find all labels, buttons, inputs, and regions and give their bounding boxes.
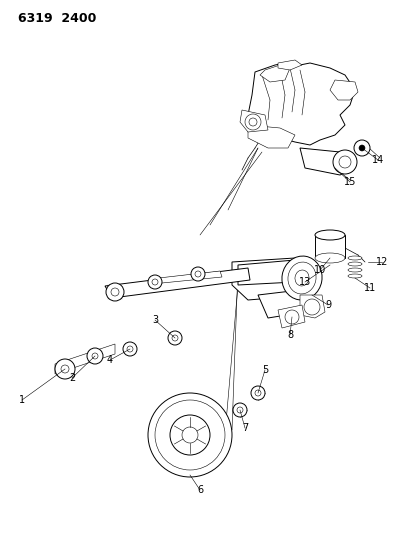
Polygon shape [248,125,295,148]
Ellipse shape [348,274,362,278]
Text: 12: 12 [376,257,388,267]
Circle shape [182,427,198,443]
Circle shape [304,299,320,315]
Polygon shape [258,290,305,318]
Circle shape [251,386,265,400]
Polygon shape [300,148,350,175]
Circle shape [170,415,210,455]
Text: 4: 4 [107,355,113,365]
Circle shape [148,393,232,477]
Circle shape [152,279,158,285]
Circle shape [354,140,370,156]
Polygon shape [248,63,355,145]
Circle shape [249,118,257,126]
Circle shape [237,407,243,413]
Circle shape [55,359,75,379]
Polygon shape [150,271,222,284]
Circle shape [172,335,178,341]
Circle shape [339,156,351,168]
Polygon shape [330,80,358,100]
Circle shape [127,346,133,352]
Circle shape [106,283,124,301]
Circle shape [87,348,103,364]
Polygon shape [240,110,268,132]
Text: 2: 2 [69,373,75,383]
Text: 10: 10 [314,265,326,275]
Ellipse shape [288,262,316,294]
Ellipse shape [348,262,362,266]
Text: 13: 13 [299,277,311,287]
Circle shape [195,271,201,277]
Circle shape [61,365,69,373]
Text: 14: 14 [372,155,384,165]
Ellipse shape [348,256,362,260]
Polygon shape [55,344,115,374]
Circle shape [92,353,98,359]
Circle shape [333,150,357,174]
Polygon shape [315,235,345,258]
Text: 8: 8 [287,330,293,340]
Ellipse shape [315,230,345,240]
Circle shape [285,310,299,324]
Text: 15: 15 [344,177,356,187]
Polygon shape [238,260,295,285]
Circle shape [155,400,225,470]
Text: 6319  2400: 6319 2400 [18,12,96,25]
Text: 11: 11 [364,283,376,293]
Polygon shape [232,258,318,300]
Text: 9: 9 [325,300,331,310]
Circle shape [359,145,365,151]
Circle shape [233,403,247,417]
Ellipse shape [315,253,345,263]
Circle shape [245,114,261,130]
Polygon shape [278,305,305,328]
Circle shape [148,275,162,289]
Polygon shape [300,295,325,318]
Text: 7: 7 [242,423,248,433]
Circle shape [111,288,119,296]
Text: 3: 3 [152,315,158,325]
Ellipse shape [295,270,309,286]
Circle shape [123,342,137,356]
Text: 5: 5 [262,365,268,375]
Polygon shape [260,65,290,82]
Circle shape [191,267,205,281]
Text: 1: 1 [19,395,25,405]
Polygon shape [105,268,250,298]
Text: 6: 6 [197,485,203,495]
Polygon shape [278,60,302,70]
Circle shape [255,390,261,396]
Circle shape [168,331,182,345]
Ellipse shape [282,256,322,300]
Ellipse shape [348,268,362,272]
